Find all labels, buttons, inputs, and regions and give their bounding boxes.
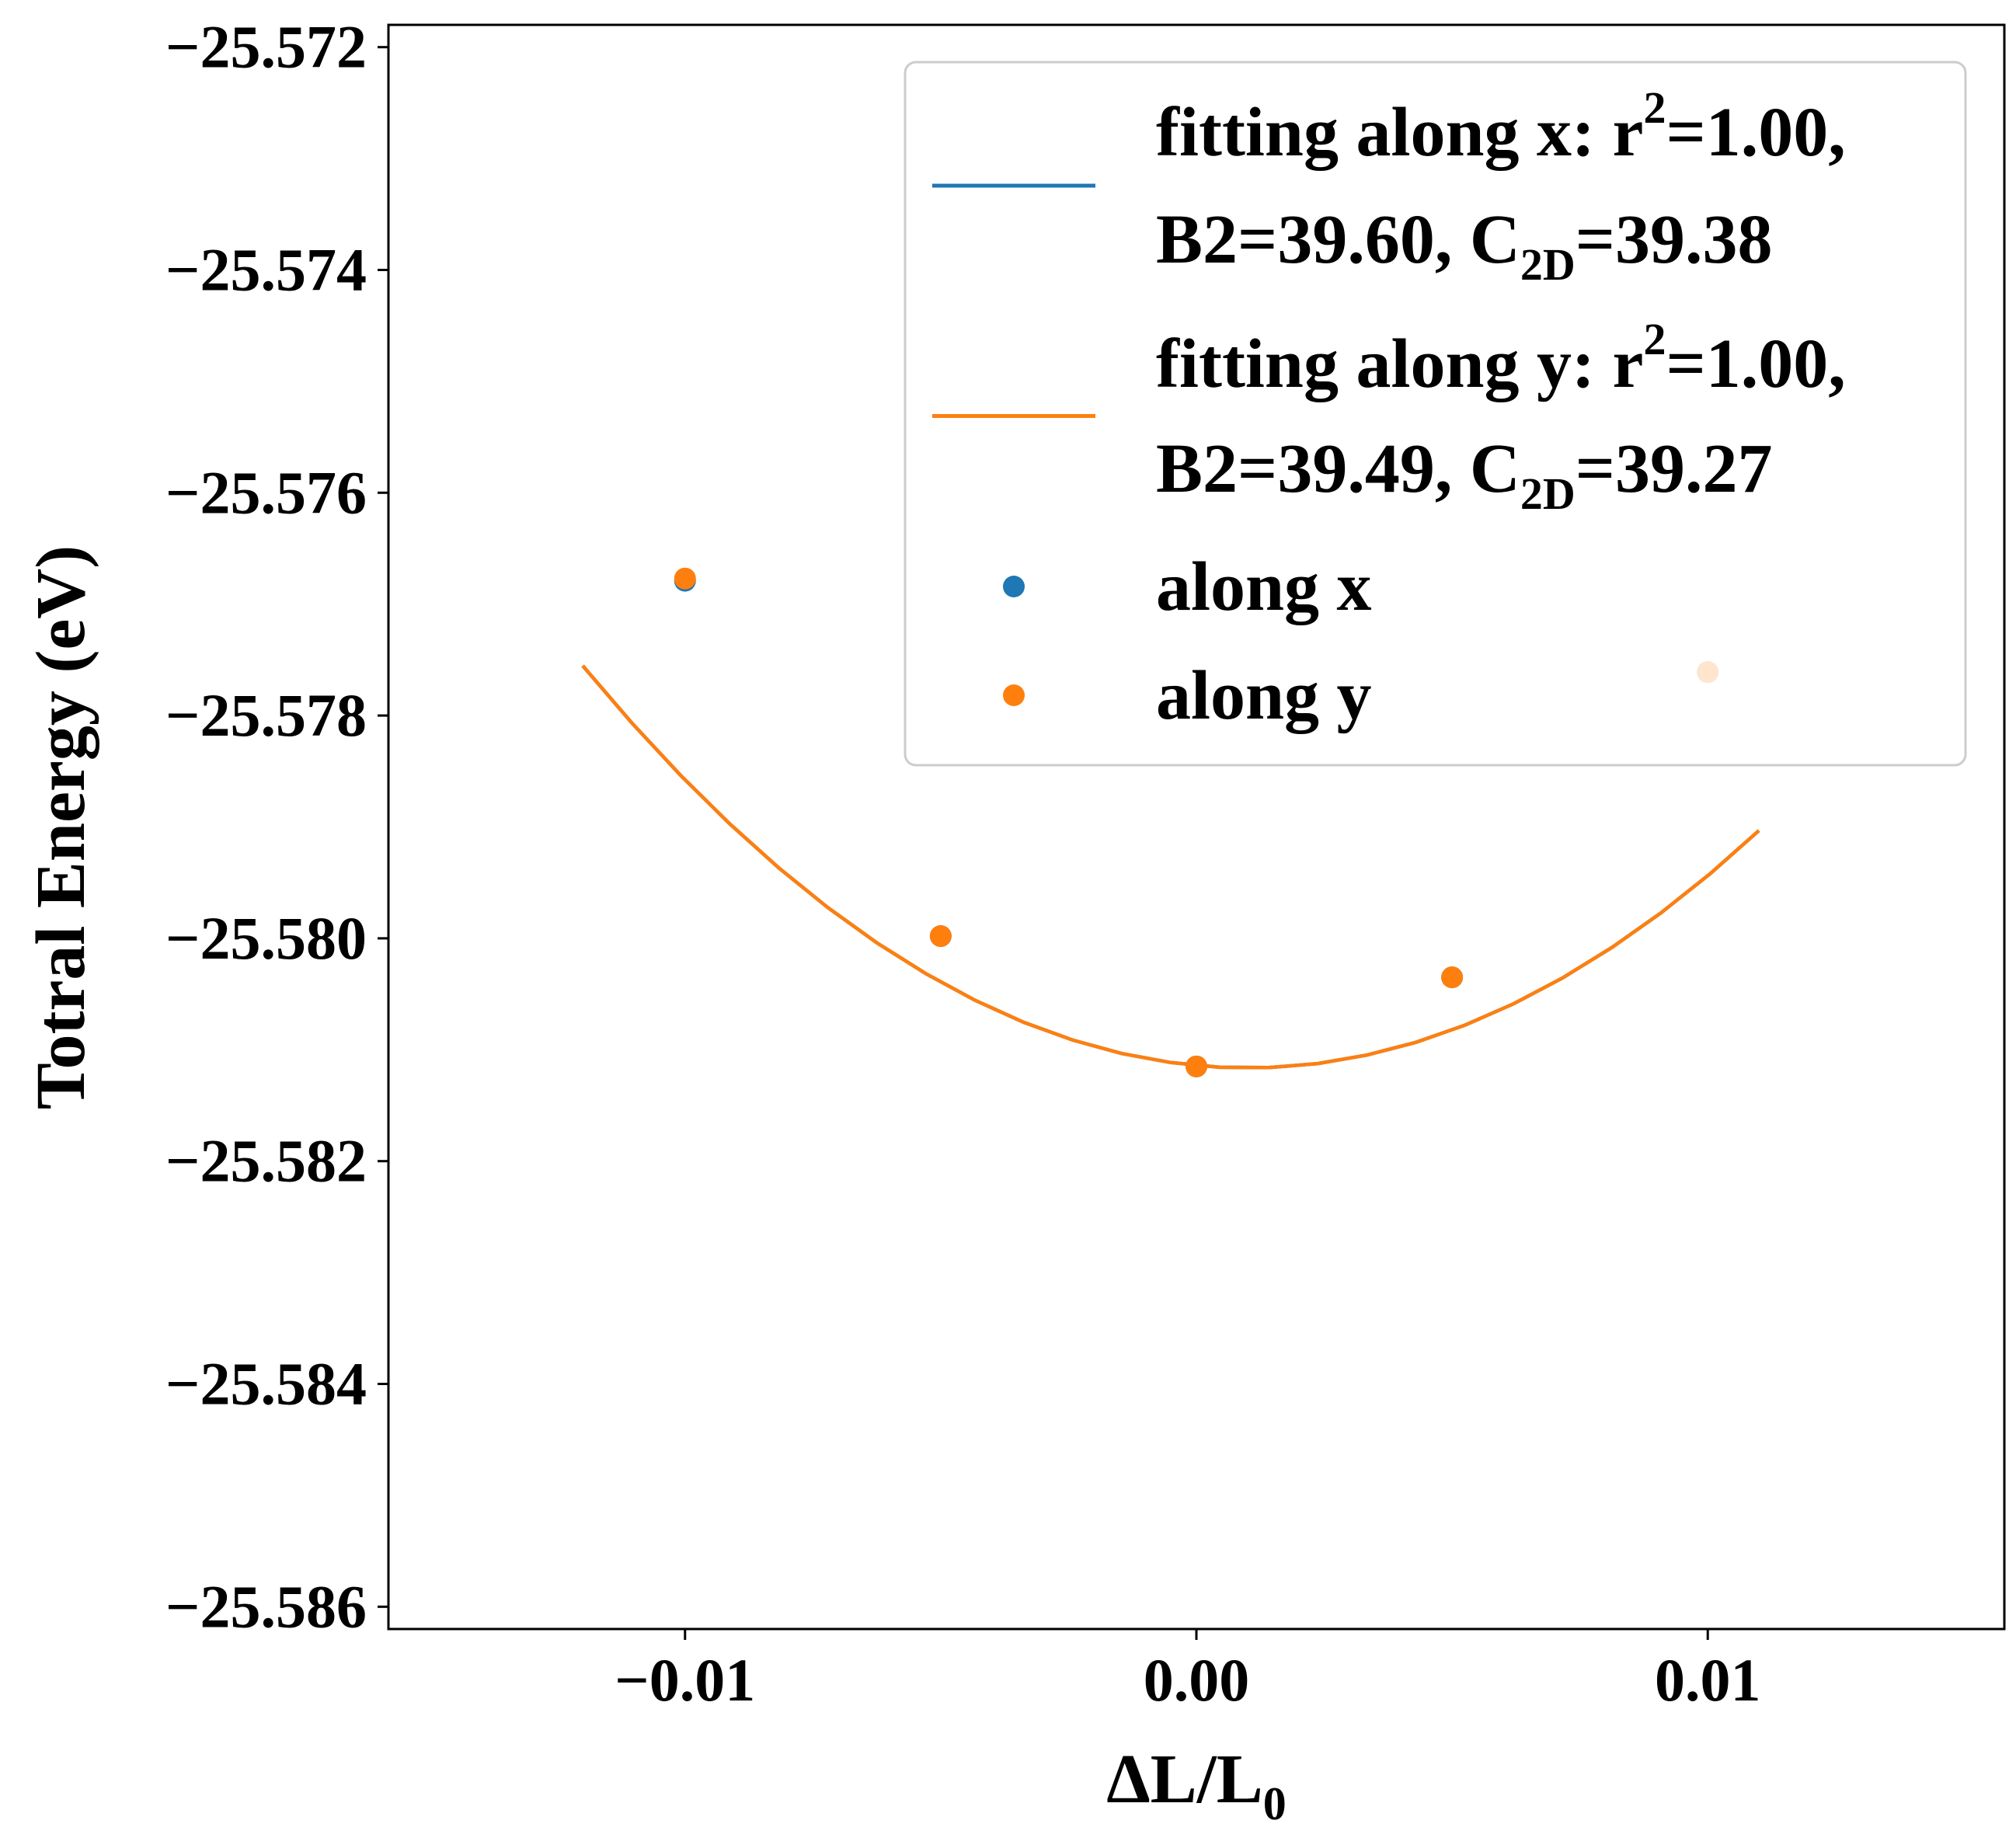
legend-label: along y: [1156, 657, 1372, 734]
y-tick-label: −25.582: [165, 1127, 367, 1195]
legend-label: B2=39.60, C2D=39.38: [1156, 201, 1773, 290]
x-tick-label: 0.01: [1655, 1646, 1761, 1714]
y-axis-label: Totral Energy (eV): [23, 545, 99, 1110]
legend-handle-marker: [1003, 576, 1025, 597]
legend-label: along x: [1156, 548, 1372, 625]
legend-label: fitting along x: r2=1.00,: [1156, 82, 1846, 171]
x-tick-label: 0.00: [1144, 1646, 1250, 1714]
y-tick-label: −25.572: [165, 13, 367, 81]
axis-ticks: −0.01 0.00 0.01 −25.572 −25.574 −25.576 −25.57…: [165, 13, 1760, 1714]
x-axis-label: ΔL/L0: [1106, 1741, 1287, 1824]
legend-box: [904, 61, 1967, 767]
y-tick-label: −25.574: [165, 235, 367, 303]
point-along-y: [929, 925, 952, 948]
legend-handle-marker: [1003, 684, 1025, 706]
y-tick-label: −25.578: [165, 681, 367, 749]
y-tick-label: −25.584: [165, 1350, 367, 1418]
point-along-y: [1441, 966, 1464, 989]
legend: fitting along x: r2=1.00, B2=39.60, C2D=3…: [904, 61, 1967, 767]
fit-line-fitting-along-y: [581, 664, 1760, 1070]
x-tick-label: −0.01: [615, 1646, 755, 1714]
legend-label: fitting along y: r2=1.00,: [1156, 314, 1846, 402]
y-tick-label: −25.576: [165, 458, 367, 526]
point-along-y: [674, 567, 696, 590]
y-tick-label: −25.586: [165, 1572, 367, 1640]
y-tick-label: −25.580: [165, 904, 367, 972]
point-along-y: [1186, 1055, 1207, 1077]
legend-label: B2=39.49, C2D=39.27: [1156, 430, 1773, 519]
